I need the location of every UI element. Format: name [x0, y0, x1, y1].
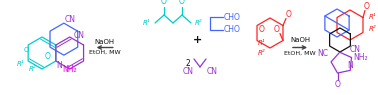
Text: CN: CN [64, 15, 75, 24]
Text: O: O [286, 10, 292, 19]
Text: CN: CN [350, 46, 361, 55]
Text: O: O [45, 53, 51, 61]
Text: CHO: CHO [224, 13, 241, 21]
Text: NaOH: NaOH [290, 38, 310, 44]
Text: N: N [56, 61, 62, 70]
Text: O: O [335, 80, 341, 89]
Text: NaOH: NaOH [94, 38, 115, 44]
Text: CN: CN [73, 30, 84, 40]
Text: +: + [192, 35, 201, 45]
Text: NC: NC [318, 49, 328, 57]
Text: O: O [274, 25, 280, 34]
Text: O: O [364, 2, 370, 11]
Text: R²: R² [29, 66, 37, 72]
Text: EtOH, MW: EtOH, MW [89, 50, 121, 55]
Text: NH₂: NH₂ [62, 65, 77, 74]
Text: N: N [347, 61, 353, 70]
Text: O: O [23, 47, 29, 53]
Text: R¹: R¹ [16, 61, 24, 67]
Text: O: O [179, 0, 185, 6]
Text: R²: R² [195, 20, 203, 26]
Text: NH₂: NH₂ [354, 53, 368, 63]
Text: EtOH, MW: EtOH, MW [284, 51, 316, 56]
Text: R¹: R¹ [143, 20, 151, 26]
Text: O: O [161, 0, 167, 6]
Text: R¹: R¹ [258, 40, 266, 46]
Text: CHO: CHO [224, 25, 241, 34]
Text: R¹: R¹ [369, 14, 377, 20]
Text: 2: 2 [186, 59, 191, 68]
Text: R²: R² [369, 26, 377, 32]
Text: O: O [259, 25, 265, 34]
Text: CN: CN [206, 66, 217, 76]
Text: CN: CN [183, 66, 194, 76]
Text: R²: R² [258, 50, 266, 56]
